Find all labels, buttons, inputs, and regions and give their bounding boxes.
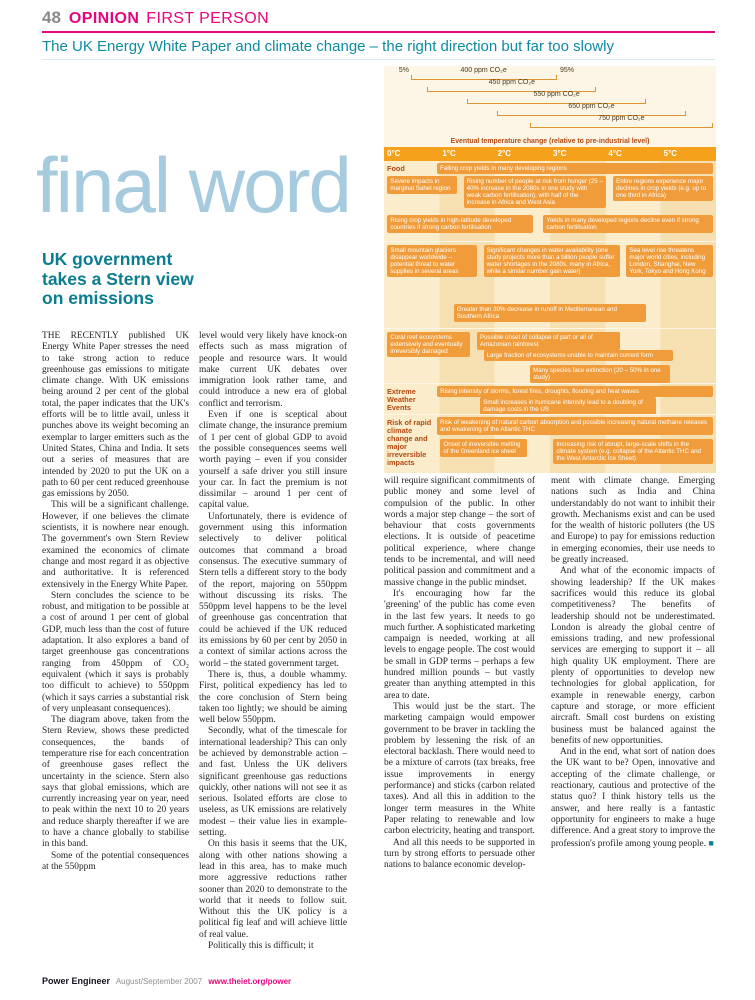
article-heading: UK government takes a Stern view on emis…: [42, 249, 194, 308]
chart-row-extreme-weather-events: Extreme Weather Events Rising intensity o…: [384, 383, 716, 416]
body-paragraph: will require significant commitments of …: [384, 476, 535, 588]
chart-impact-box: Coral reef ecosystems extensively and ev…: [387, 332, 471, 358]
standfirst-rule: [42, 59, 715, 60]
body-paragraph: This would just be the start. The market…: [384, 701, 535, 837]
temperature-axis: 0°C 1°C 2°C 3°C 4°C 5°C: [384, 147, 716, 161]
body-paragraph: Secondly, what of the timescale for inte…: [199, 726, 347, 839]
subsection-label: FIRST PERSON: [146, 10, 270, 27]
chart-impact-box: Onset of irreversible melting of the Gre…: [440, 439, 527, 458]
temperature-tick-label: 2°C: [497, 149, 512, 158]
chart-category-label: Risk of rapid climate change and major i…: [387, 418, 432, 467]
chart-impact-box: Rising intensity of storms, forest fires…: [437, 386, 713, 398]
chart-body: Food Falling crop yields in many developi…: [384, 161, 716, 473]
page-footer: Power Engineer August/September 2007 www…: [42, 976, 291, 986]
temperature-tick-label: 0°C: [387, 149, 401, 158]
ppm-range-bar: [530, 123, 713, 128]
ppm-range-bar: [496, 111, 687, 116]
chart-impact-box: Significant changes in water availabilit…: [483, 245, 620, 278]
chart-impact-box: Yields in many developed regions decline…: [543, 215, 713, 234]
issue-date: August/September 2007: [115, 977, 203, 986]
ppm-range-bar: [467, 99, 647, 104]
body-paragraph: Even if one is sceptical about climate c…: [199, 410, 347, 511]
chart-impact-box: Possible onset of collapse of part or al…: [476, 332, 620, 351]
ppm-label: 550 ppm CO₂e: [533, 91, 580, 98]
chart-impact-box: Rising crop yields in high-latitude deve…: [387, 215, 534, 234]
article-column-2: level would very likely have knock-on ef…: [199, 331, 347, 971]
footer-url[interactable]: www.theiet.org/power: [208, 977, 292, 986]
temperature-tick-label: 1°C: [442, 149, 456, 158]
ppm-label: 400 ppm CO₂e: [460, 67, 507, 74]
temperature-tick-label: 4°C: [608, 149, 622, 158]
ppm-label: 750 ppm CO₂e: [598, 115, 645, 122]
chart-impact-box: Many species face extinction (20 – 50% i…: [530, 365, 670, 384]
chart-impact-box: Increasing risk of abrupt, large-scale s…: [553, 439, 713, 465]
body-paragraph: It's encouraging how far the 'greening' …: [384, 588, 535, 701]
chart-impact-box: Severe impacts in marginal Sahel region: [387, 176, 458, 195]
stern-review-diagram: 400 ppm CO₂e 5% 95% 450 ppm CO₂e 550 ppm CO₂…: [384, 66, 716, 473]
body-paragraph: The diagram above, taken from the Stern …: [42, 715, 189, 850]
chart-category-label: Extreme Weather Events: [387, 387, 416, 412]
masthead-final-word: final word: [36, 141, 352, 229]
chart-impact-box: Falling crop yields in many developing r…: [437, 163, 713, 175]
percentile-low-label: 5%: [398, 67, 410, 74]
chart-impact-box: Greater than 30% decrease in runoff in M…: [453, 304, 647, 323]
body-paragraph: Politically this is difficult; it: [208, 941, 314, 952]
stabilisation-bars-area: 400 ppm CO₂e 5% 95% 450 ppm CO₂e 550 ppm CO₂…: [384, 66, 716, 136]
chart-impact-box: Large fraction of ecosystems unable to m…: [483, 350, 673, 362]
body-paragraph: level would very likely have knock-on ef…: [199, 331, 347, 409]
ppm-label: 450 ppm CO₂e: [488, 79, 535, 86]
chart-impact-box: Risk of weakening of natural carbon abso…: [437, 417, 713, 436]
article-column-1: THE RECENTLY published UK Energy White P…: [42, 331, 189, 971]
chart-category-label: Food: [387, 164, 405, 173]
chart-impact-box: Small mountain glaciers disappear worldw…: [387, 245, 477, 278]
body-paragraph: And all this needs to be supported in tu…: [384, 837, 535, 871]
body-paragraph: And in the end, what sort of nation does…: [551, 747, 715, 849]
body-paragraph: ment with climate change. Emerging natio…: [551, 476, 715, 566]
page-number: 48: [42, 8, 61, 27]
body-paragraph: This will be a significant challenge. Ho…: [42, 500, 189, 590]
body-paragraph: There is, thus, a double whammy. First, …: [199, 669, 347, 726]
temperature-axis-title: Eventual temperature change (relative to…: [450, 138, 650, 145]
body-paragraph: THE RECENTLY published UK Energy White P…: [42, 331, 189, 500]
body-paragraph: And what of the economic impacts of show…: [551, 566, 715, 746]
chart-impact-box: Small increases in hurricane intensity l…: [480, 397, 657, 416]
body-paragraph: On this basis it seems that the UK, alon…: [199, 839, 347, 940]
magazine-name: Power Engineer: [42, 976, 111, 986]
body-paragraph: Some of the potential consequences at th…: [42, 850, 189, 872]
standfirst: The UK Energy White Paper and climate ch…: [42, 38, 614, 55]
ppm-range-bar: [410, 75, 557, 80]
chart-row-risk-of-rapid-climate-change-and-major-irreversible-impacts: Risk of rapid climate change and major i…: [384, 414, 716, 473]
chart-impact-box: Rising number of people at risk from hun…: [463, 176, 607, 209]
body-paragraph: Unfortunately, there is evidence of gove…: [199, 511, 347, 669]
page-header: 48 OPINION FIRST PERSON: [42, 8, 715, 28]
section-label: OPINION: [68, 10, 140, 27]
chart-row-food: Food Falling crop yields in many developi…: [384, 161, 716, 241]
article-column-3: will require significant commitments of …: [384, 476, 535, 970]
article-column-4: ment with climate change. Emerging natio…: [551, 476, 715, 970]
percentile-high-label: 95%: [559, 67, 574, 74]
ppm-label: 650 ppm CO₂e: [568, 103, 615, 110]
ppm-range-bar: [427, 87, 597, 92]
temperature-tick-label: 5°C: [663, 149, 678, 158]
temperature-tick-label: 3°C: [553, 149, 567, 158]
chart-row-ecosystems: EcosystemsCoral reef ecosystems extensiv…: [384, 328, 716, 384]
article-end-mark: ■: [708, 837, 714, 848]
body-paragraph: Stern concludes the science to be robust…: [42, 590, 189, 714]
chart-impact-box: Sea level rise threatens major world cit…: [626, 245, 713, 278]
header-rule: [42, 31, 715, 33]
chart-row-water: WaterSmall mountain glaciers disappear w…: [384, 241, 716, 328]
chart-impact-box: Entire regions experience major declines…: [613, 176, 713, 202]
